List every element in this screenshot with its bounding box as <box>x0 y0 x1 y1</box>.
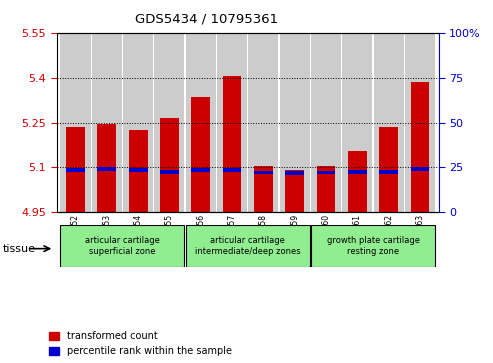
Bar <box>379 127 398 212</box>
Bar <box>317 166 335 212</box>
Bar <box>342 33 372 212</box>
Bar <box>160 118 179 212</box>
Bar <box>248 33 279 212</box>
Bar <box>191 97 210 212</box>
Bar <box>317 171 335 175</box>
Bar <box>411 167 429 171</box>
Legend: transformed count, percentile rank within the sample: transformed count, percentile rank withi… <box>49 331 232 356</box>
Bar <box>348 151 367 212</box>
Bar <box>66 168 85 172</box>
Text: articular cartilage
intermediate/deep zones: articular cartilage intermediate/deep zo… <box>195 236 301 256</box>
Text: tissue: tissue <box>2 244 35 254</box>
Text: articular cartilage
superficial zone: articular cartilage superficial zone <box>85 236 160 256</box>
Bar <box>223 168 242 172</box>
Bar <box>311 33 341 212</box>
Bar <box>285 171 304 212</box>
Bar <box>285 171 304 175</box>
Bar <box>186 33 216 212</box>
Bar <box>411 82 429 212</box>
Bar <box>254 171 273 175</box>
Bar <box>61 33 91 212</box>
Bar <box>311 225 435 267</box>
Bar <box>374 33 404 212</box>
Bar <box>92 33 122 212</box>
Bar <box>379 170 398 174</box>
Bar <box>123 33 153 212</box>
Bar <box>129 168 147 172</box>
Bar <box>160 170 179 174</box>
Bar <box>254 166 273 212</box>
Text: GDS5434 / 10795361: GDS5434 / 10795361 <box>136 13 279 26</box>
Bar <box>191 168 210 172</box>
Bar <box>66 127 85 212</box>
Text: growth plate cartilage
resting zone: growth plate cartilage resting zone <box>326 236 420 256</box>
Bar <box>186 225 310 267</box>
Bar <box>280 33 310 212</box>
Bar <box>98 124 116 212</box>
Bar <box>129 130 147 212</box>
Bar <box>405 33 435 212</box>
Bar <box>217 33 247 212</box>
Bar <box>223 76 242 212</box>
Bar <box>61 225 184 267</box>
Bar <box>98 167 116 171</box>
Bar <box>154 33 184 212</box>
Bar <box>348 170 367 174</box>
